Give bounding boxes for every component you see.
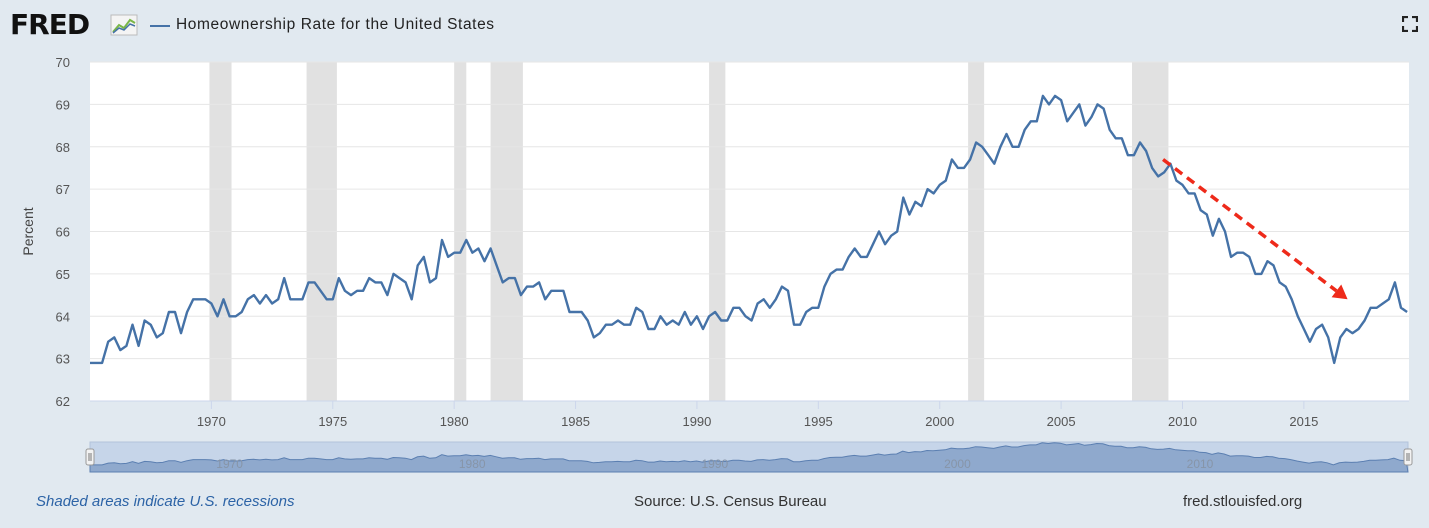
x-tick-label: 2005 — [1047, 414, 1076, 429]
x-tick-label: 2015 — [1289, 414, 1318, 429]
expand-icon[interactable] — [1402, 16, 1418, 32]
navigator-handle[interactable] — [1403, 448, 1413, 466]
y-axis-label: Percent — [20, 207, 36, 255]
navigator-tick-label: 1970 — [216, 457, 243, 471]
x-tick-label: 1985 — [561, 414, 590, 429]
source-text: Source: U.S. Census Bureau — [634, 493, 827, 510]
chart-title: Homeownership Rate for the United States — [176, 16, 495, 33]
navigator-handle[interactable] — [85, 448, 95, 466]
navigator-tick-label: 1990 — [701, 457, 728, 471]
y-tick-label: 63 — [56, 352, 70, 367]
navigator-series-area — [89, 442, 1409, 473]
y-tick-label: 67 — [56, 182, 70, 197]
x-tick-label: 1980 — [440, 414, 469, 429]
x-tick-label: 1995 — [804, 414, 833, 429]
navigator-tick-label: 1980 — [459, 457, 486, 471]
y-tick-label: 68 — [56, 140, 70, 155]
y-tick-label: 62 — [56, 394, 70, 409]
y-tick-label: 65 — [56, 267, 70, 282]
fred-graph-icon — [110, 14, 138, 36]
y-tick-label: 66 — [56, 225, 70, 240]
navigator-tick-label: 2000 — [944, 457, 971, 471]
x-tick-label: 1990 — [682, 414, 711, 429]
x-tick-label: 2000 — [925, 414, 954, 429]
series-line — [90, 94, 1408, 365]
y-tick-label: 69 — [56, 97, 70, 112]
x-tick-label: 1975 — [318, 414, 347, 429]
y-tick-label: 64 — [56, 309, 70, 324]
series-legend-swatch — [150, 25, 170, 27]
trend-arrow-head — [1331, 284, 1348, 300]
x-tick-label: 2010 — [1168, 414, 1197, 429]
recession-note[interactable]: Shaded areas indicate U.S. recessions — [36, 493, 295, 510]
x-tick-label: 1970 — [197, 414, 226, 429]
fred-logo[interactable]: FRED — [10, 8, 90, 41]
y-tick-label: 70 — [56, 55, 70, 70]
trend-arrow-shaft — [1162, 158, 1338, 293]
site-link[interactable]: fred.stlouisfed.org — [1183, 493, 1303, 510]
navigator-tick-label: 2010 — [1187, 457, 1214, 471]
chart-header: FRED Homeownership Rate for the United S… — [0, 0, 1429, 52]
